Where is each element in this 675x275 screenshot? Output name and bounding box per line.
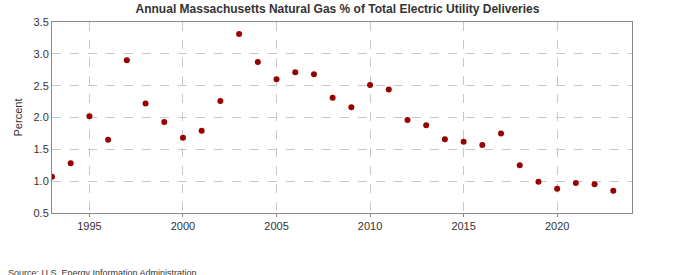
svg-text:2000: 2000 [171,220,195,232]
svg-text:3.5: 3.5 [34,16,49,28]
svg-text:2.0: 2.0 [34,111,49,123]
svg-text:3.0: 3.0 [34,48,49,60]
svg-text:2010: 2010 [358,220,382,232]
svg-text:1.0: 1.0 [34,175,49,187]
svg-text:Percent: Percent [12,99,24,137]
svg-text:0.5: 0.5 [34,207,49,219]
svg-text:Source: U.S. Energy Informatio: Source: U.S. Energy Information Administ… [8,268,197,275]
svg-text:1.5: 1.5 [34,143,49,155]
svg-text:2015: 2015 [451,220,475,232]
svg-text:Annual Massachusetts Natural G: Annual Massachusetts Natural Gas % of To… [136,2,540,16]
svg-text:2020: 2020 [545,220,569,232]
svg-text:2005: 2005 [264,220,288,232]
svg-text:2.5: 2.5 [34,80,49,92]
svg-text:1995: 1995 [77,220,101,232]
